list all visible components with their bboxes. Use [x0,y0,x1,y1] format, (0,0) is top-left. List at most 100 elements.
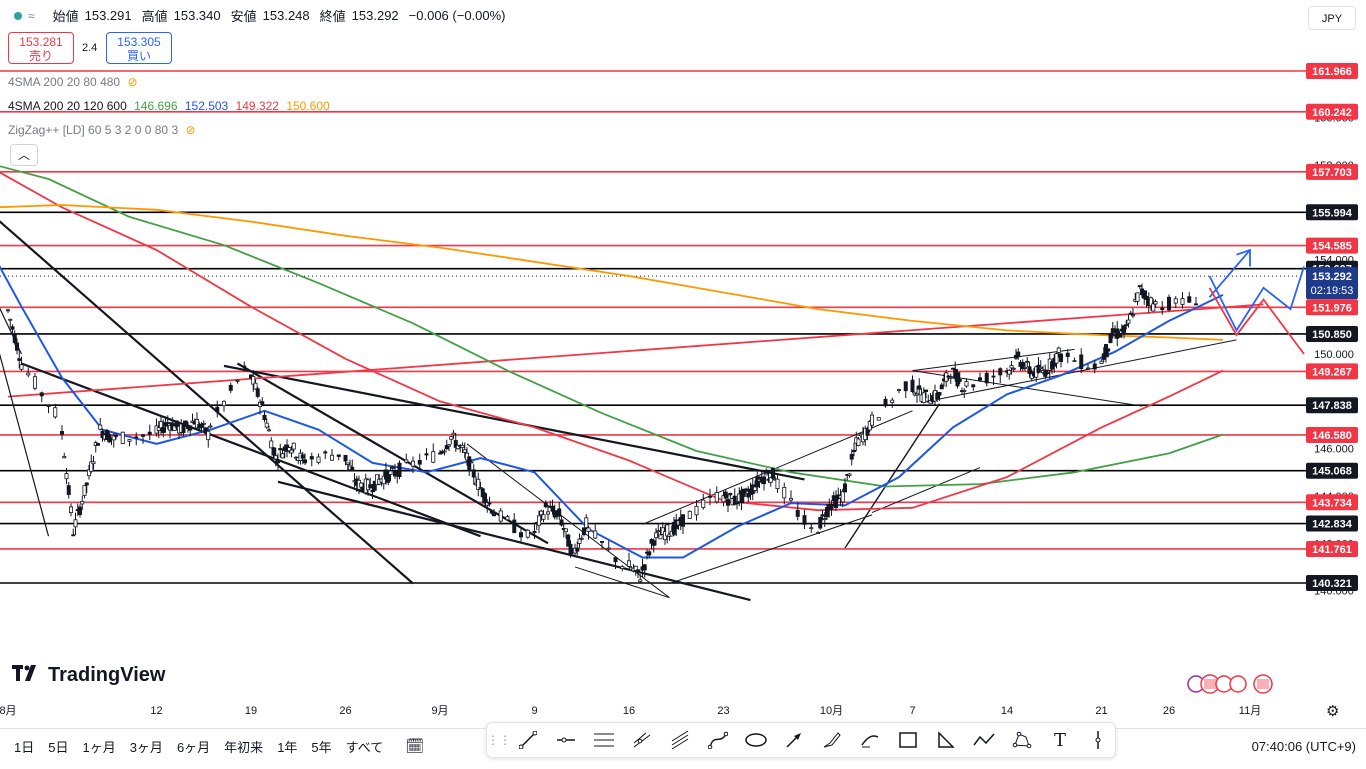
economic-events[interactable] [1186,673,1278,695]
trend-line-icon[interactable] [511,725,545,755]
level-tag [1306,540,1358,557]
text-icon[interactable]: T [1053,729,1066,751]
candle-body [915,393,920,396]
candle-body [1144,296,1149,300]
open-label: 始値 [52,9,79,24]
candle-body [1079,354,1084,369]
candle-body [158,421,163,429]
timeframe-5d[interactable]: 5日 [48,740,69,755]
candle-body [512,519,517,534]
high-value: 153.340 [173,8,221,23]
candle-body [8,318,13,321]
candle-body [228,384,233,391]
candle-body [910,379,915,393]
eye-crossed-icon[interactable]: ⊘ [185,123,196,137]
eye-crossed-icon[interactable]: ⊘ [127,75,138,89]
clock[interactable]: 07:40:06 (UTC+9) [1251,739,1356,754]
pitchfork-icon[interactable] [625,725,659,755]
candle-body [665,524,670,537]
candle-body [681,514,686,527]
trendline [669,514,873,584]
price-tick-label: 146.000 [1314,444,1354,456]
candle-body [1108,333,1113,344]
candle-body [206,430,211,441]
indicator-zigzag[interactable]: ZigZag++ [LD] 60 5 3 2 0 0 80 3 ⊘ [8,123,200,137]
candle-body [203,427,208,434]
candle-body [280,453,285,459]
candle-body [775,478,780,489]
rectangle-icon[interactable] [891,725,925,755]
candle-body [264,422,269,428]
candle-body [431,451,436,463]
buy-button[interactable]: 153.305 買い [106,32,172,64]
time-tick-label: 12 [150,705,162,717]
candle-body [883,398,888,407]
candle-body [1167,296,1172,311]
candle-body [17,358,22,361]
candle-body [1149,297,1154,307]
indicator-sma[interactable]: 4SMA 200 20 120 600 146.696 152.503 149.… [8,99,334,113]
candle-body [476,478,481,490]
grip-icon[interactable]: ⋮⋮ [487,733,511,747]
candle-body [1011,367,1016,370]
candle-body [462,449,467,453]
price-chart[interactable]: 162.000160.000158.000156.000154.000152.0… [0,0,1366,728]
candle-body [181,423,186,434]
ellipse-icon[interactable] [739,725,773,755]
path-icon[interactable] [701,725,735,755]
arrow-icon[interactable] [777,725,811,755]
candle-body [98,424,103,430]
candle-body [302,459,307,464]
candle-body [654,532,659,539]
currency-selector[interactable]: JPY [1308,6,1356,30]
candle-body [489,510,494,514]
candle-body [620,566,625,569]
candle-body [424,453,429,456]
timeframe-ytd[interactable]: 年初来 [224,740,264,755]
parallel-channel-icon[interactable] [587,725,621,755]
candle-body [638,579,643,582]
timeframe-1d[interactable]: 1日 [14,740,35,755]
timeframe-all[interactable]: すべて [345,740,384,755]
triangle-icon[interactable] [929,725,963,755]
candle-body [172,425,177,431]
pattern-icon[interactable] [1005,725,1039,755]
sell-button[interactable]: 153.281 売り [8,32,74,64]
candle-body [935,392,940,400]
candle-body [606,547,611,550]
candle-body [1194,303,1199,306]
fib-icon[interactable] [663,725,697,755]
collapse-legend-button[interactable]: ︿ [10,144,38,166]
level-tag-label: 157.703 [1312,167,1352,179]
trendline [0,220,414,585]
level-tag [1306,462,1358,479]
candle-body [735,502,740,505]
polyline-icon[interactable] [967,725,1001,755]
timeframe-1y[interactable]: 1年 [277,740,298,755]
low-value: 153.248 [262,8,310,23]
brush-icon[interactable] [815,725,849,755]
settings-gear-icon[interactable]: ⚙ [1326,703,1340,720]
level-tag-label: 145.068 [1312,466,1352,478]
horizontal-ray-icon[interactable] [549,725,583,755]
curve-icon[interactable] [853,725,887,755]
indicator-sma-hidden[interactable]: 4SMA 200 20 80 480 ⊘ [8,75,142,89]
vertical-line-icon[interactable] [1081,725,1115,755]
candle-body [147,431,152,435]
candle-body [127,439,132,442]
time-tick-label: 9 [531,705,537,717]
time-tick-label: 26 [1163,705,1175,717]
time-tick-label: 23 [717,705,729,717]
candle-body [971,384,976,388]
brand-name: TradingView [48,664,166,686]
timeframe-5y[interactable]: 5年 [311,740,332,755]
date-range-icon[interactable]: 🗓 [405,738,425,755]
candle-body [820,514,825,517]
timeframe-3m[interactable]: 3ヶ月 [129,740,163,755]
timeframe-6m[interactable]: 6ヶ月 [176,740,211,755]
timeframe-1m[interactable]: 1ヶ月 [82,740,116,755]
trendline [466,443,670,599]
candle-body [1124,324,1129,326]
candle-body [60,431,65,435]
drawing-toolbar: ⋮⋮ T [486,722,1116,758]
